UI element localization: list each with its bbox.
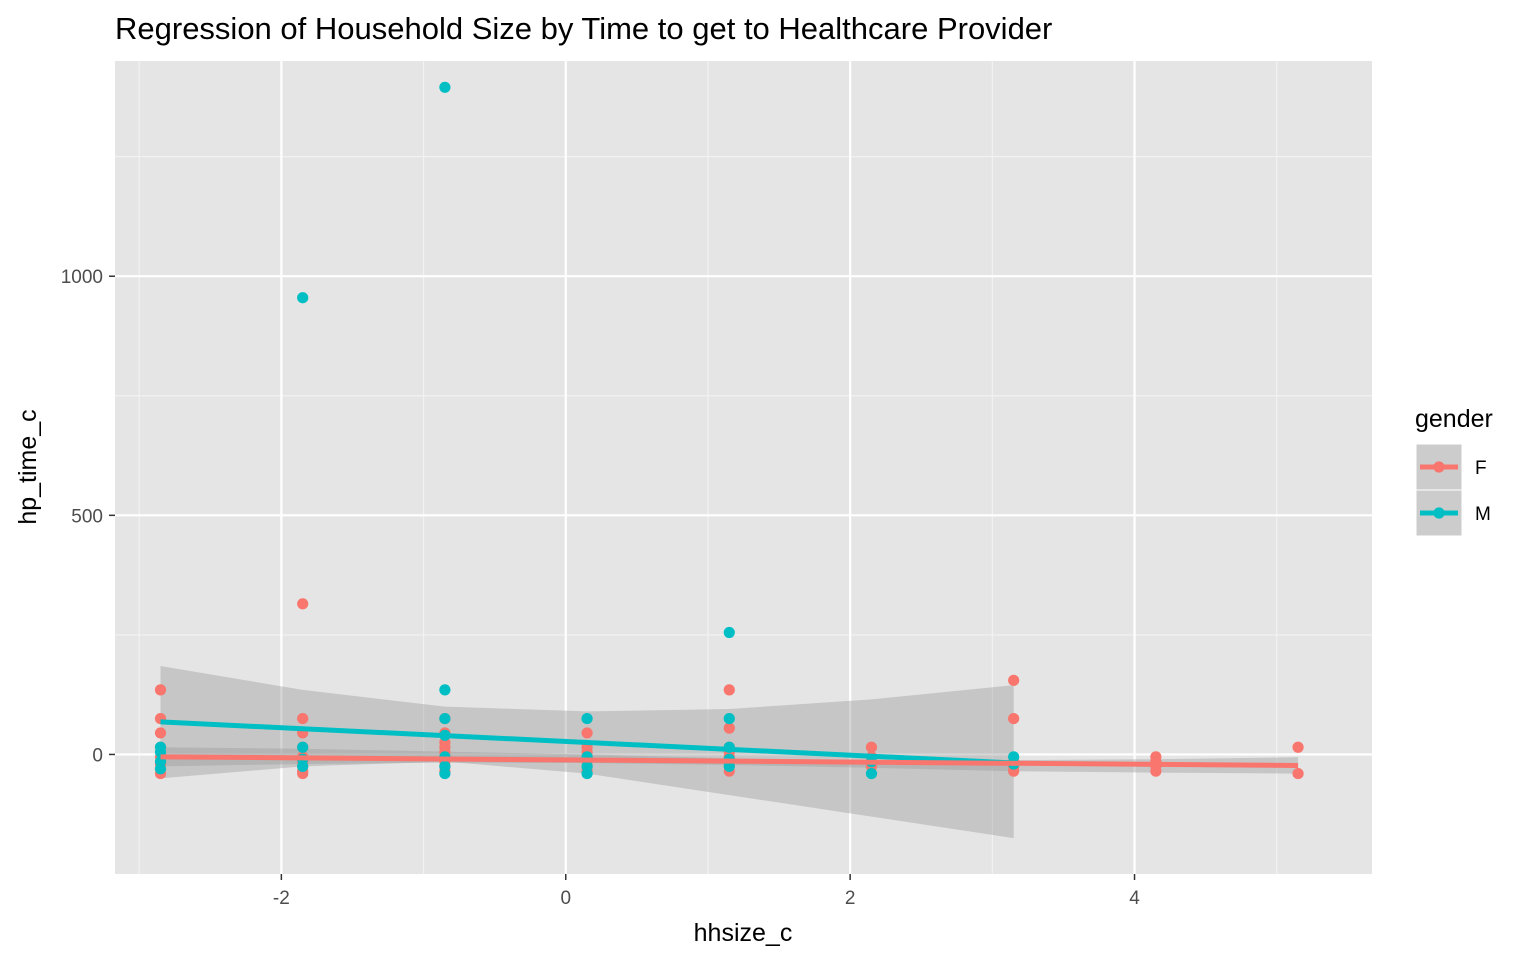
point-f	[1292, 767, 1304, 780]
point-m	[297, 760, 309, 772]
fit-line-m	[160, 719, 1014, 766]
point-m	[439, 684, 451, 696]
major-gridlines	[115, 61, 1372, 874]
fit-line-f	[160, 754, 1299, 768]
point-f	[154, 727, 167, 739]
point-m	[439, 81, 451, 93]
point-f	[865, 741, 878, 753]
legend: gender F M	[1415, 405, 1493, 537]
y-tick-label: 0	[92, 745, 103, 766]
point-f	[723, 722, 735, 734]
y-tick-label: 500	[71, 506, 103, 527]
y-axis-title: hp_time_c	[14, 409, 42, 524]
point-f	[1008, 712, 1020, 725]
x-tick-label: 2	[845, 888, 856, 909]
x-axis-title: hhsize_c	[694, 919, 793, 947]
x-tick-label: -2	[273, 888, 290, 909]
point-m	[297, 741, 309, 753]
point-f	[154, 684, 167, 696]
point-f	[1292, 741, 1304, 753]
legend-label-f: F	[1475, 458, 1487, 479]
point-m	[297, 292, 309, 304]
point-m	[723, 712, 735, 725]
x-tick-label: 0	[560, 888, 571, 909]
point-m	[865, 767, 878, 780]
chart-title: Regression of Household Size by Time to …	[115, 11, 1052, 46]
plot-panel	[115, 61, 1372, 874]
regression-lines	[160, 719, 1299, 768]
point-m	[581, 767, 593, 780]
point-f	[1008, 674, 1020, 686]
point-m	[439, 767, 451, 780]
x-tick-label: 4	[1129, 888, 1140, 909]
point-f	[1150, 765, 1162, 777]
y-tick-label: 1000	[61, 267, 103, 288]
point-m	[581, 712, 593, 725]
point-m	[723, 626, 735, 639]
point-f	[581, 727, 593, 739]
legend-label-m: M	[1475, 504, 1491, 525]
point-f	[297, 712, 309, 725]
legend-point-f	[1433, 461, 1445, 473]
legend-title: gender	[1415, 405, 1493, 433]
legend-point-m	[1433, 507, 1445, 519]
point-f	[297, 598, 309, 610]
point-m	[154, 763, 167, 775]
axes: -2 0 2 4 0 500 1000	[61, 267, 1141, 909]
point-m	[439, 712, 451, 725]
point-f	[723, 684, 735, 696]
minor-gridlines	[115, 61, 1372, 874]
